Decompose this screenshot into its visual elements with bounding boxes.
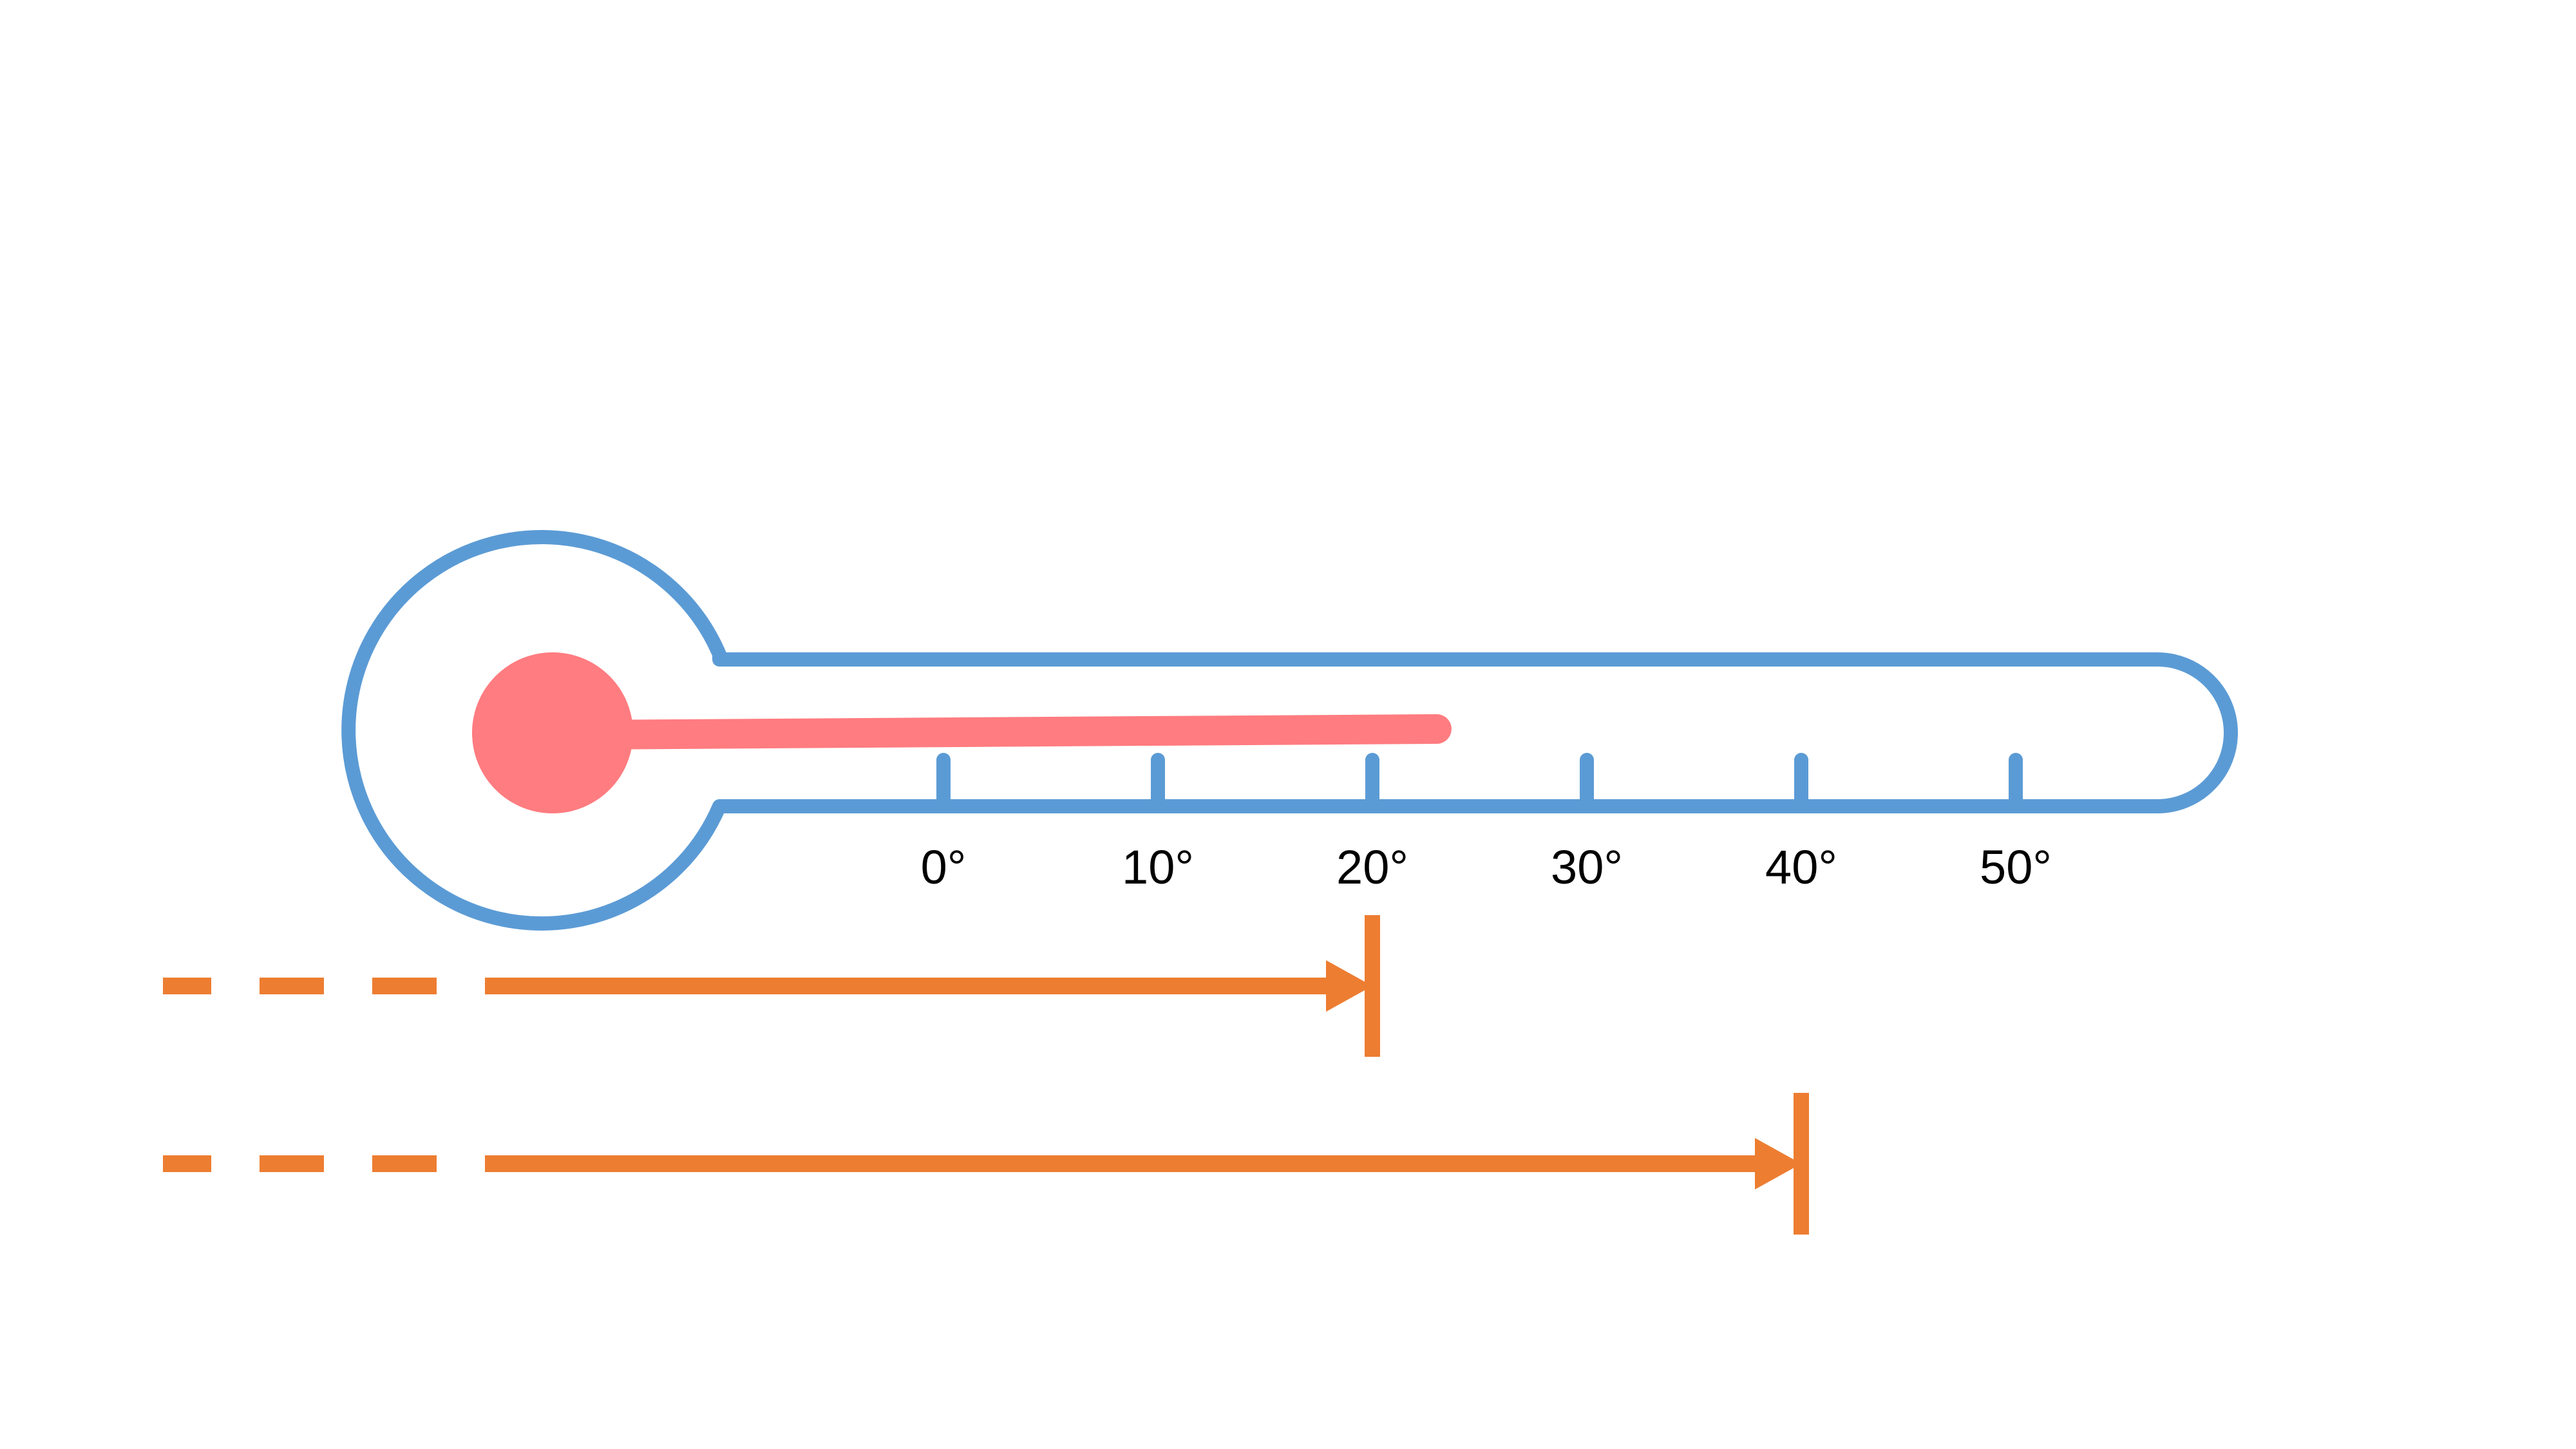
scale-tick-label: 40°: [1765, 840, 1837, 894]
scale-tick-label: 50°: [1980, 840, 2052, 894]
thermometer: 0° 10° 20° 30° 40° 50°: [341, 530, 2238, 931]
thermometer-outline: [341, 530, 2238, 931]
scale-tick-label: 10°: [1122, 840, 1194, 894]
mercury-column: [565, 714, 1452, 750]
arrow-head: [1326, 960, 1372, 1012]
mercury-bulb: [472, 652, 633, 813]
arrow-head: [1755, 1138, 1801, 1189]
scale-tick-label: 30°: [1551, 840, 1623, 894]
scale-tick-label: 20°: [1336, 840, 1408, 894]
scale-tick-label: 0°: [921, 840, 967, 894]
measurement-arrow: [163, 1093, 1809, 1235]
measurement-arrow: [163, 915, 1380, 1057]
scale-ticks: 0° 10° 20° 30° 40° 50°: [921, 753, 2052, 894]
measurement-arrows: [163, 915, 1809, 1235]
